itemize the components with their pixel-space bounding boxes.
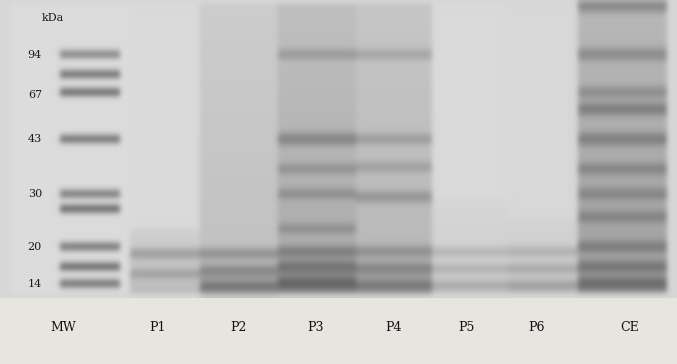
Text: 94: 94 xyxy=(28,50,42,60)
Text: P5: P5 xyxy=(458,321,474,335)
Text: P2: P2 xyxy=(230,321,246,335)
Text: 20: 20 xyxy=(28,242,42,252)
Text: P3: P3 xyxy=(308,321,324,335)
Text: P4: P4 xyxy=(386,321,402,335)
Text: CE: CE xyxy=(621,321,639,335)
Text: MW: MW xyxy=(50,321,76,335)
Text: 14: 14 xyxy=(28,278,42,289)
Text: 30: 30 xyxy=(28,189,42,199)
Text: 43: 43 xyxy=(28,134,42,144)
Text: P1: P1 xyxy=(150,321,167,335)
Text: kDa: kDa xyxy=(42,13,64,23)
Text: P6: P6 xyxy=(529,321,545,335)
Text: 67: 67 xyxy=(28,90,42,99)
